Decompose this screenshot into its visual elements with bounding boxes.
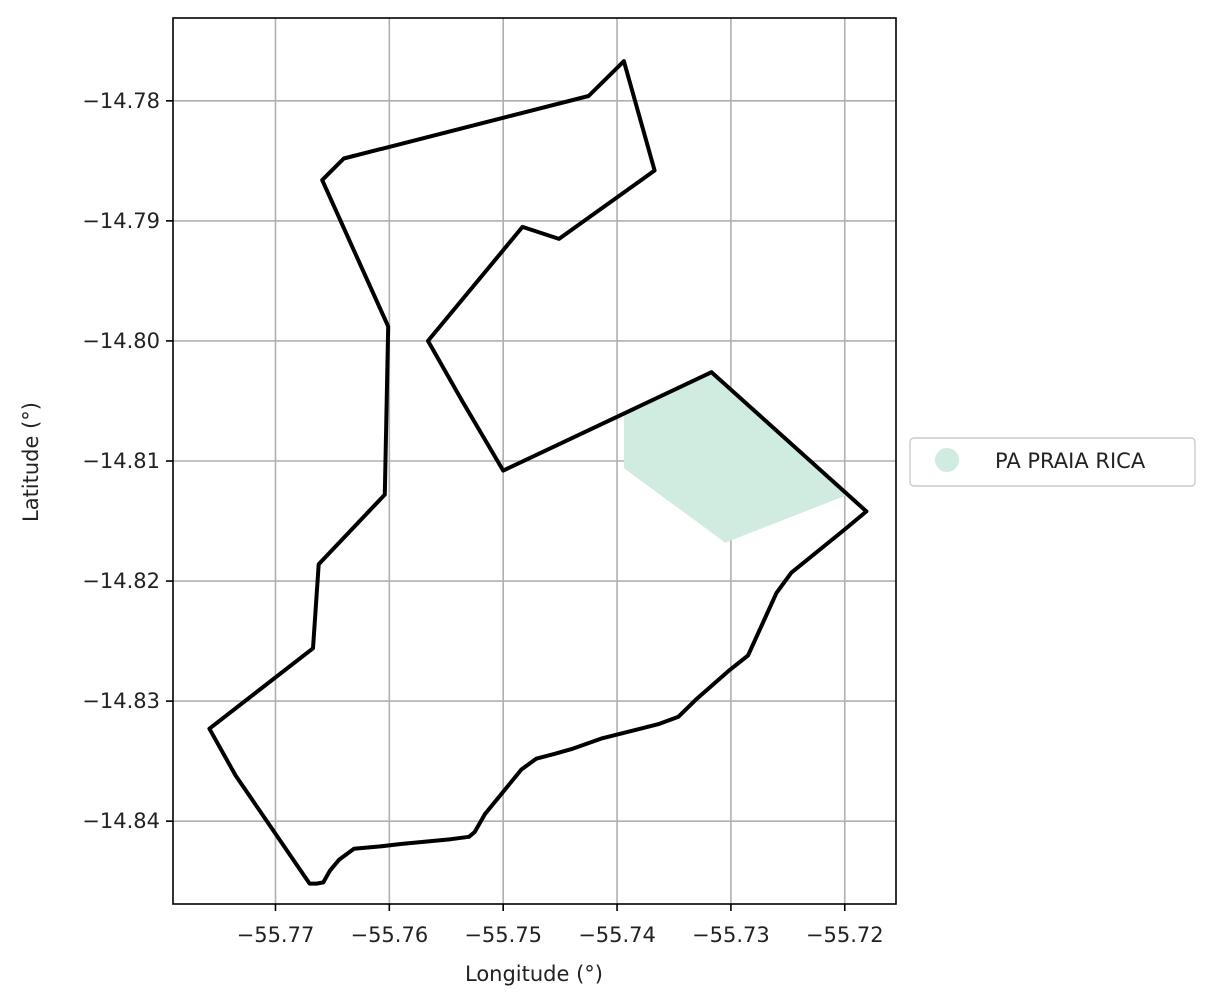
y-tick-label: −14.81: [82, 449, 160, 473]
boundary-outline: [207, 59, 869, 886]
y-tick-label: −14.84: [82, 809, 160, 833]
x-tick-label: −55.73: [692, 923, 770, 947]
x-tick-label: −55.77: [237, 923, 315, 947]
legend-label: PA PRAIA RICA: [995, 449, 1146, 473]
y-axis-ticks: −14.78 −14.79 −14.80 −14.81 −14.82 −14.83 −14.…: [82, 89, 173, 833]
x-tick-label: −55.76: [350, 923, 428, 947]
y-tick-label: −14.78: [82, 89, 160, 113]
legend: PA PRAIA RICA: [909, 437, 1196, 487]
x-axis-title: Longitude (°): [465, 962, 603, 986]
region-layer: [623, 372, 849, 543]
x-tick-label: −55.75: [464, 923, 542, 947]
pa-praia-rica-region: [623, 372, 849, 543]
boundary-layer: [207, 59, 869, 886]
y-axis-title: Latitude (°): [19, 402, 43, 522]
y-tick-label: −14.82: [82, 569, 160, 593]
y-tick-label: −14.80: [82, 329, 160, 353]
legend-marker: [935, 448, 959, 472]
x-tick-label: −55.72: [806, 923, 884, 947]
x-tick-label: −55.74: [578, 923, 656, 947]
x-axis-ticks: −55.77 −55.76 −55.75 −55.74 −55.73 −55.72: [237, 904, 884, 947]
y-tick-label: −14.79: [82, 209, 160, 233]
y-tick-label: −14.83: [82, 689, 160, 713]
legend-box: [909, 437, 1196, 487]
